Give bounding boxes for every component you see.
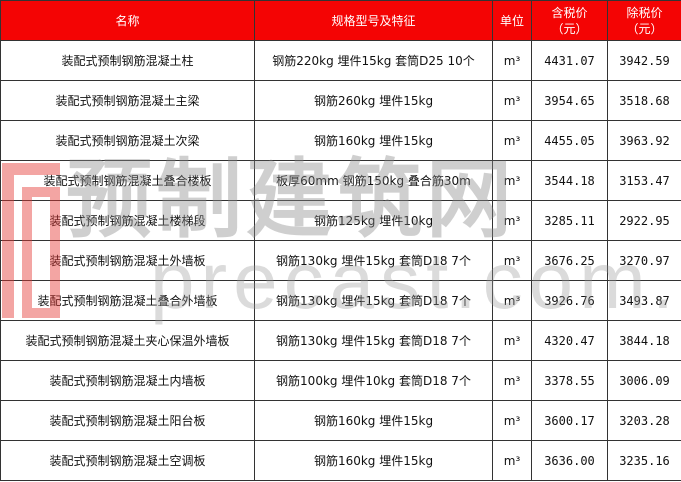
table-row: 装配式预制钢筋混凝土内墙板 钢筋100kg 埋件10kg 套筒D18 7个 m³ 33… (0, 360, 681, 401)
header-spec: 规格型号及特征 (254, 0, 493, 41)
cell-spec: 钢筋130kg 埋件15kg 套筒D18 7个 (254, 280, 493, 321)
cell-spec: 钢筋160kg 埋件15kg (254, 440, 493, 481)
cell-price-notax: 3235.16 (607, 440, 681, 481)
cell-price-notax: 3963.92 (607, 120, 681, 161)
cell-spec: 钢筋100kg 埋件10kg 套筒D18 7个 (254, 360, 493, 401)
cell-price-tax: 4431.07 (531, 40, 608, 81)
cell-name: 装配式预制钢筋混凝土阳台板 (0, 400, 255, 441)
cell-spec: 钢筋125kg 埋件10kg (254, 200, 493, 241)
header-price-notax: 除税价 （元） (607, 0, 681, 41)
cell-price-notax: 3493.87 (607, 280, 681, 321)
header-name: 名称 (0, 0, 255, 41)
table-row: 装配式预制钢筋混凝土柱 钢筋220kg 埋件15kg 套筒D25 10个 m³ 443… (0, 40, 681, 81)
cell-unit: m³ (492, 240, 532, 281)
cell-price-notax: 3006.09 (607, 360, 681, 401)
cell-unit: m³ (492, 320, 532, 361)
cell-spec: 钢筋220kg 埋件15kg 套筒D25 10个 (254, 40, 493, 81)
cell-unit: m³ (492, 280, 532, 321)
header-price-tax: 含税价 （元） (531, 0, 608, 41)
cell-spec: 钢筋130kg 埋件15kg 套筒D18 7个 (254, 240, 493, 281)
table-row: 装配式预制钢筋混凝土叠合外墙板 钢筋130kg 埋件15kg 套筒D18 7个 m³… (0, 280, 681, 321)
table-row: 装配式预制钢筋混凝土楼梯段 钢筋125kg 埋件10kg m³ 3285.11 2922… (0, 200, 681, 241)
cell-name: 装配式预制钢筋混凝土楼梯段 (0, 200, 255, 241)
header-unit: 单位 (492, 0, 532, 41)
cell-unit: m³ (492, 400, 532, 441)
cell-price-notax: 3153.47 (607, 160, 681, 201)
cell-price-tax: 3600.17 (531, 400, 608, 441)
cell-name: 装配式预制钢筋混凝土外墙板 (0, 240, 255, 281)
cell-unit: m³ (492, 360, 532, 401)
cell-unit: m³ (492, 160, 532, 201)
cell-name: 装配式预制钢筋混凝土主梁 (0, 80, 255, 121)
cell-price-tax: 3636.00 (531, 440, 608, 481)
cell-name: 装配式预制钢筋混凝土柱 (0, 40, 255, 81)
cell-unit: m³ (492, 80, 532, 121)
cell-unit: m³ (492, 120, 532, 161)
cell-price-notax: 3518.68 (607, 80, 681, 121)
cell-spec: 钢筋260kg 埋件15kg (254, 80, 493, 121)
cell-price-tax: 3378.55 (531, 360, 608, 401)
cell-unit: m³ (492, 40, 532, 81)
cell-name: 装配式预制钢筋混凝土夹心保温外墙板 (0, 320, 255, 361)
cell-name: 装配式预制钢筋混凝土次梁 (0, 120, 255, 161)
cell-price-notax: 3270.97 (607, 240, 681, 281)
cell-price-notax: 2922.95 (607, 200, 681, 241)
cell-price-tax: 4320.47 (531, 320, 608, 361)
cell-price-tax: 3285.11 (531, 200, 608, 241)
table-row: 装配式预制钢筋混凝土外墙板 钢筋130kg 埋件15kg 套筒D18 7个 m³ 36… (0, 240, 681, 281)
table-row: 装配式预制钢筋混凝土叠合楼板 板厚60mm 钢筋150kg 叠合筋30m m³ 354… (0, 160, 681, 201)
cell-spec: 板厚60mm 钢筋150kg 叠合筋30m (254, 160, 493, 201)
cell-unit: m³ (492, 440, 532, 481)
cell-price-tax: 3544.18 (531, 160, 608, 201)
cell-spec: 钢筋130kg 埋件15kg 套筒D18 7个 (254, 320, 493, 361)
cell-price-tax: 3676.25 (531, 240, 608, 281)
header-row: 名称 规格型号及特征 单位 含税价 （元） 除税价 （元） (0, 0, 681, 41)
cell-price-tax: 4455.05 (531, 120, 608, 161)
table-row: 装配式预制钢筋混凝土次梁 钢筋160kg 埋件15kg m³ 4455.05 3963.… (0, 120, 681, 161)
cell-name: 装配式预制钢筋混凝土空调板 (0, 440, 255, 481)
table-row: 装配式预制钢筋混凝土空调板 钢筋160kg 埋件15kg m³ 3636.00 3235… (0, 440, 681, 481)
cell-name: 装配式预制钢筋混凝土内墙板 (0, 360, 255, 401)
cell-price-notax: 3203.28 (607, 400, 681, 441)
cell-name: 装配式预制钢筋混凝土叠合楼板 (0, 160, 255, 201)
cell-price-tax: 3954.65 (531, 80, 608, 121)
table-row: 装配式预制钢筋混凝土阳台板 钢筋160kg 埋件15kg m³ 3600.17 3203… (0, 400, 681, 441)
table-row: 装配式预制钢筋混凝土夹心保温外墙板 钢筋130kg 埋件15kg 套筒D18 7个… (0, 320, 681, 361)
cell-price-tax: 3926.76 (531, 280, 608, 321)
cell-unit: m³ (492, 200, 532, 241)
cell-price-notax: 3942.59 (607, 40, 681, 81)
cell-spec: 钢筋160kg 埋件15kg (254, 400, 493, 441)
table-row: 装配式预制钢筋混凝土主梁 钢筋260kg 埋件15kg m³ 3954.65 3518.… (0, 80, 681, 121)
cell-price-notax: 3844.18 (607, 320, 681, 361)
cell-name: 装配式预制钢筋混凝土叠合外墙板 (0, 280, 255, 321)
cell-spec: 钢筋160kg 埋件15kg (254, 120, 493, 161)
